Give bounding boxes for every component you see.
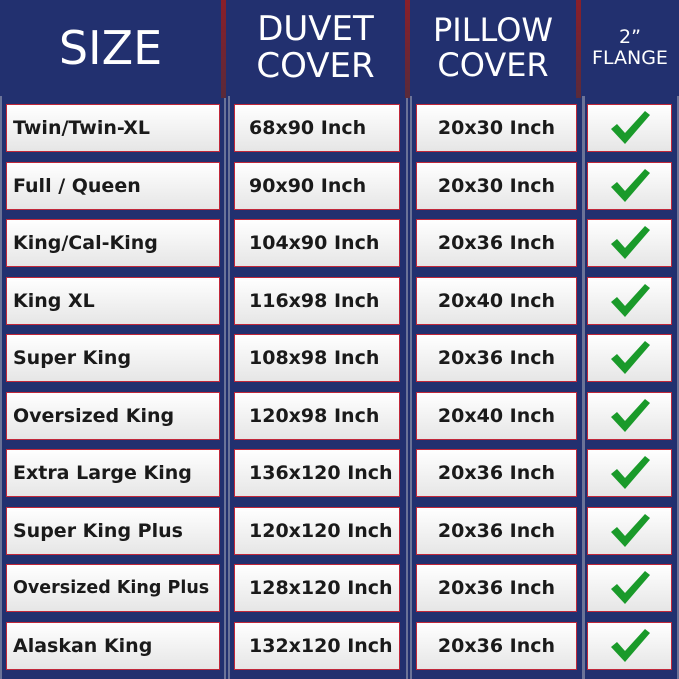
pillow-cell: 20x36 Inch [416, 449, 577, 497]
duvet-cell: 136x120 Inch [234, 449, 400, 497]
header-duvet: DUVET COVER [226, 0, 405, 96]
header-pillow: PILLOW COVER [410, 0, 576, 96]
header-text: DUVET [257, 8, 374, 49]
duvet-cell: 116x98 Inch [234, 276, 400, 325]
pillow-cell: 20x30 Inch [416, 161, 577, 210]
size-cell: Alaskan King [6, 621, 220, 670]
separator [221, 0, 226, 98]
flange-cell [587, 621, 672, 670]
check-icon [610, 398, 650, 432]
check-icon [610, 341, 650, 374]
size-cell: Super King [6, 334, 220, 382]
size-cell: King XL [6, 276, 220, 325]
pillow-cell: 20x40 Inch [416, 391, 577, 440]
flange-cell [587, 506, 672, 555]
pillow-cell: 20x36 Inch [416, 506, 577, 555]
duvet-cell: 132x120 Inch [234, 621, 400, 670]
size-cell: Full / Queen [6, 161, 220, 210]
size-cell: Extra Large King [6, 449, 220, 497]
duvet-cell: 128x120 Inch [234, 564, 400, 612]
pillow-cell: 20x36 Inch [416, 621, 577, 670]
flange-cell [587, 449, 672, 497]
pillow-cell: 20x36 Inch [416, 219, 577, 267]
duvet-cell: 104x90 Inch [234, 219, 400, 267]
duvet-cell: 120x98 Inch [234, 391, 400, 440]
check-icon [610, 111, 650, 144]
header-text: COVER [437, 46, 549, 84]
pillow-cell: 20x36 Inch [416, 564, 577, 612]
column-frame [583, 96, 679, 679]
pillow-cell: 20x40 Inch [416, 276, 577, 325]
flange-cell [587, 391, 672, 440]
check-icon [610, 571, 650, 604]
check-icon [610, 226, 650, 259]
flange-cell [587, 564, 672, 612]
size-cell: Oversized King [6, 391, 220, 440]
duvet-cell: 120x120 Inch [234, 506, 400, 555]
flange-cell [587, 161, 672, 210]
duvet-cell: 68x90 Inch [234, 104, 400, 152]
header-text: PILLOW [432, 10, 554, 49]
flange-cell [587, 219, 672, 267]
size-cell: King/Cal-King [6, 219, 220, 267]
pillow-cell: 20x30 Inch [416, 104, 577, 152]
header-text: FLANGE [592, 47, 668, 69]
duvet-cell: 90x90 Inch [234, 161, 400, 210]
flange-cell [587, 276, 672, 325]
header-text: COVER [256, 46, 375, 86]
column-frame [0, 96, 226, 679]
size-cell: Twin/Twin-XL [6, 104, 220, 152]
separator [576, 0, 581, 98]
header-text: SIZE [58, 20, 163, 75]
size-cell: Oversized King Plus [6, 564, 220, 612]
size-cell: Super King Plus [6, 506, 220, 555]
check-icon [610, 168, 650, 202]
check-icon [610, 513, 650, 547]
flange-cell [587, 334, 672, 382]
duvet-cell: 108x98 Inch [234, 334, 400, 382]
header-text: 2” [619, 26, 641, 49]
separator [405, 0, 410, 98]
check-icon [610, 283, 650, 317]
column-frame [228, 96, 408, 679]
header-size: SIZE [0, 0, 221, 96]
flange-cell [587, 104, 672, 152]
check-icon [610, 628, 650, 662]
check-icon [610, 456, 650, 489]
header-flange: 2” FLANGE [581, 0, 679, 96]
pillow-cell: 20x36 Inch [416, 334, 577, 382]
